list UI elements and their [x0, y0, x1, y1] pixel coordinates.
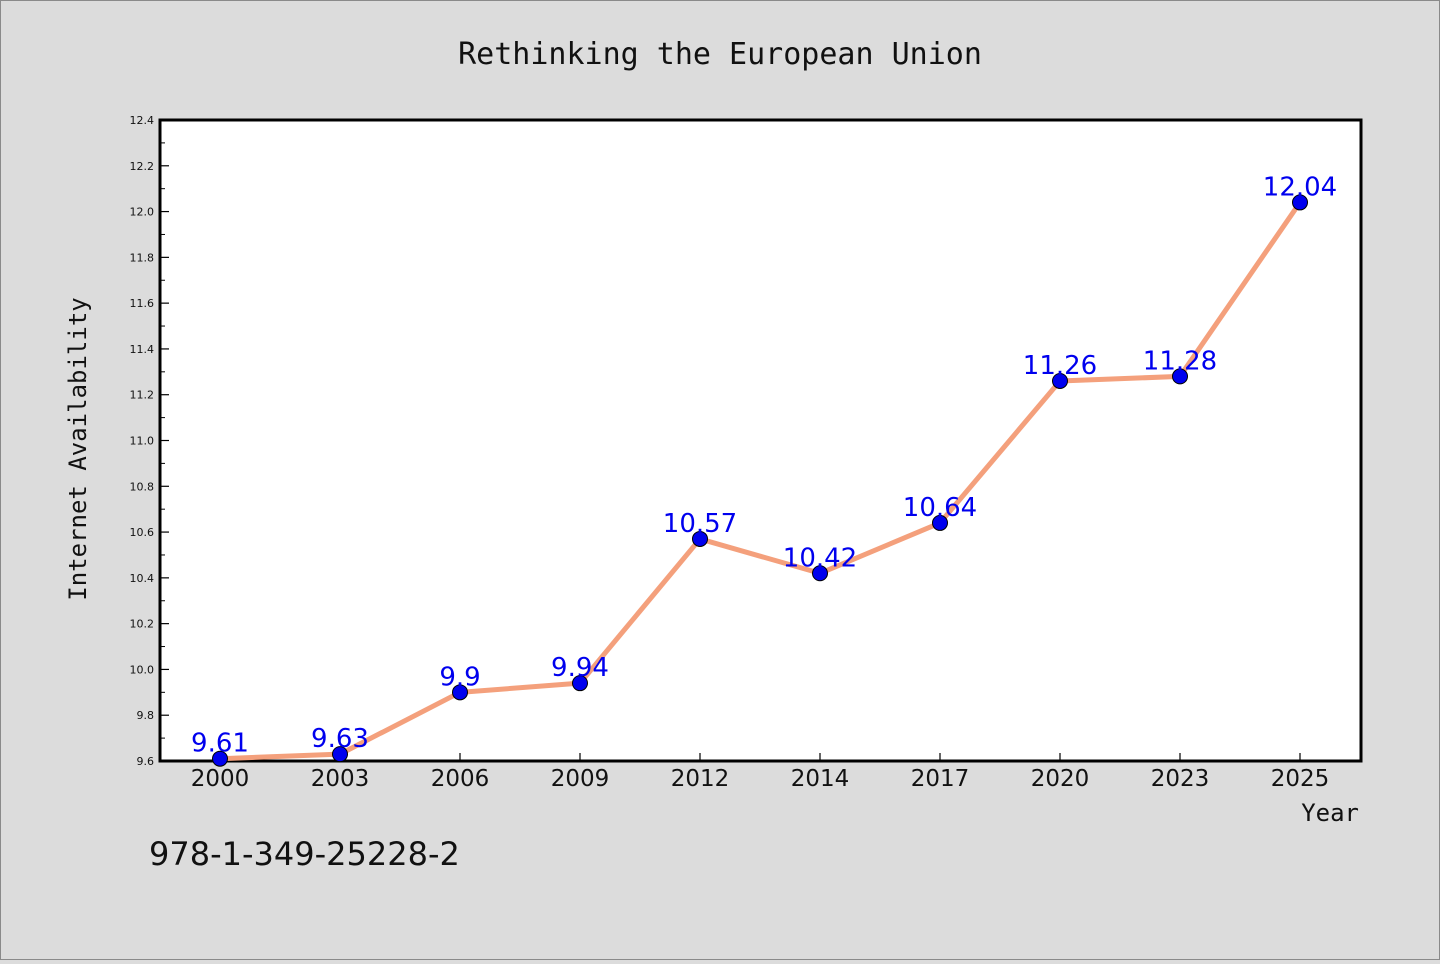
x-tick-label: 2012 — [671, 766, 730, 792]
x-tick-label: 2014 — [791, 766, 850, 792]
x-tick-label: 2006 — [431, 766, 490, 792]
data-label: 9.63 — [311, 724, 369, 754]
x-tick-label: 2003 — [311, 766, 370, 792]
y-tick-label: 10.8 — [130, 480, 155, 493]
y-tick-label: 9.6 — [137, 755, 155, 768]
y-tick-label: 11.4 — [130, 343, 155, 356]
x-tick-label: 2020 — [1031, 766, 1090, 792]
data-label: 10.57 — [663, 509, 737, 539]
x-tick-label: 2009 — [551, 766, 610, 792]
y-tick-label: 10.4 — [130, 572, 155, 585]
data-label: 10.42 — [783, 543, 857, 573]
y-axis-label: Internet Availability — [64, 297, 92, 600]
x-tick-label: 2017 — [911, 766, 970, 792]
data-label: 9.9 — [439, 662, 480, 692]
data-label: 10.64 — [903, 493, 977, 523]
y-axis: 9.6 9.8 10.0 10.2 10.4 10.6 10.8 11.0 11.2 11.4 11… — [130, 114, 170, 768]
isbn-text: 978-1-349-25228-2 — [149, 835, 460, 873]
data-label: 11.26 — [1023, 351, 1097, 381]
y-tick-label: 12.4 — [130, 114, 155, 127]
y-tick-label: 11.0 — [130, 435, 155, 448]
x-tick-label: 2025 — [1271, 766, 1330, 792]
y-tick-label: 11.8 — [130, 251, 155, 264]
y-tick-label: 10.2 — [130, 618, 155, 631]
y-tick-label: 11.6 — [130, 297, 155, 310]
y-tick-label: 11.2 — [130, 389, 155, 402]
data-label: 11.28 — [1143, 346, 1217, 376]
y-tick-label: 12.0 — [130, 206, 155, 219]
x-axis-label: Year — [1301, 799, 1359, 827]
y-tick-label: 12.2 — [130, 160, 155, 173]
plot-area — [160, 120, 1361, 761]
data-label: 9.94 — [551, 653, 609, 683]
data-label: 9.61 — [191, 729, 249, 759]
y-tick-label: 10.0 — [130, 663, 155, 676]
data-label: 12.04 — [1263, 172, 1337, 202]
chart-title: Rethinking the European Union — [458, 37, 982, 72]
y-tick-label: 9.8 — [137, 709, 155, 722]
y-tick-label: 10.6 — [130, 526, 155, 539]
x-tick-label: 2023 — [1151, 766, 1210, 792]
x-tick-label: 2000 — [191, 766, 250, 792]
